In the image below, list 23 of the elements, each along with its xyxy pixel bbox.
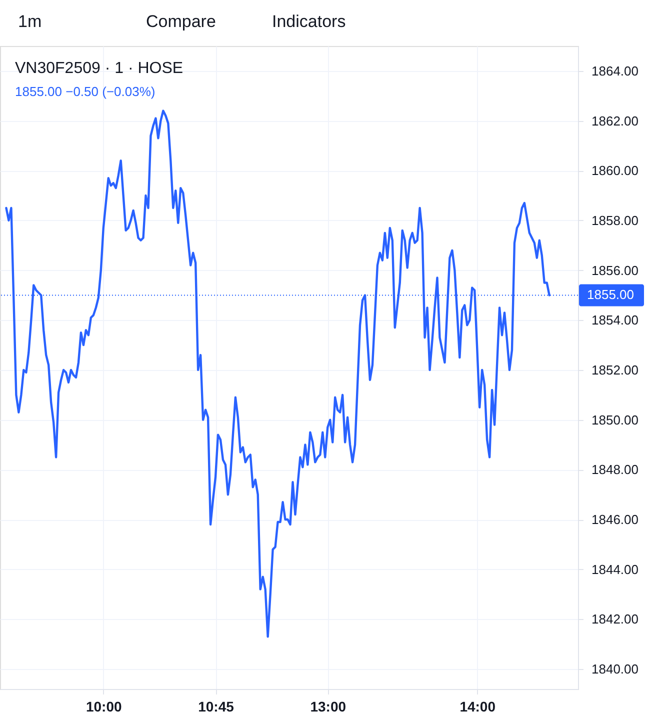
x-tick-label: 14:00 — [460, 698, 496, 714]
text: Compare — [146, 12, 216, 31]
x-tick-label: 10:00 — [86, 698, 122, 714]
y-tick-label: 1856.00 — [592, 262, 638, 278]
text: Indicators — [272, 12, 346, 31]
text: 1m — [18, 12, 42, 31]
y-tick-label: 1858.00 — [592, 212, 638, 228]
text: VN30F2509 · 1 · HOSE — [15, 60, 184, 77]
y-tick-label: 1840.00 — [592, 662, 638, 677]
y-tick-label: 1854.00 — [592, 312, 638, 328]
y-tick-label: 1860.00 — [592, 163, 638, 178]
text: 1855.00 −0.50 (−0.03%) — [15, 84, 156, 99]
y-tick-label: 1844.00 — [592, 562, 638, 577]
y-tick-label: 1864.00 — [592, 63, 638, 78]
y-tick-label: 1862.00 — [592, 113, 638, 128]
x-tick-label: 13:00 — [310, 698, 346, 714]
y-tick-label: 1846.00 — [592, 512, 638, 528]
y-tick-label: 1848.00 — [592, 462, 638, 478]
ref-line-label: 1855.00 — [587, 287, 634, 302]
y-tick-label: 1842.00 — [592, 612, 638, 627]
y-tick-label: 1850.00 — [592, 412, 638, 428]
y-tick-label: 1852.00 — [592, 362, 638, 378]
x-tick-label: 10:45 — [198, 698, 234, 714]
